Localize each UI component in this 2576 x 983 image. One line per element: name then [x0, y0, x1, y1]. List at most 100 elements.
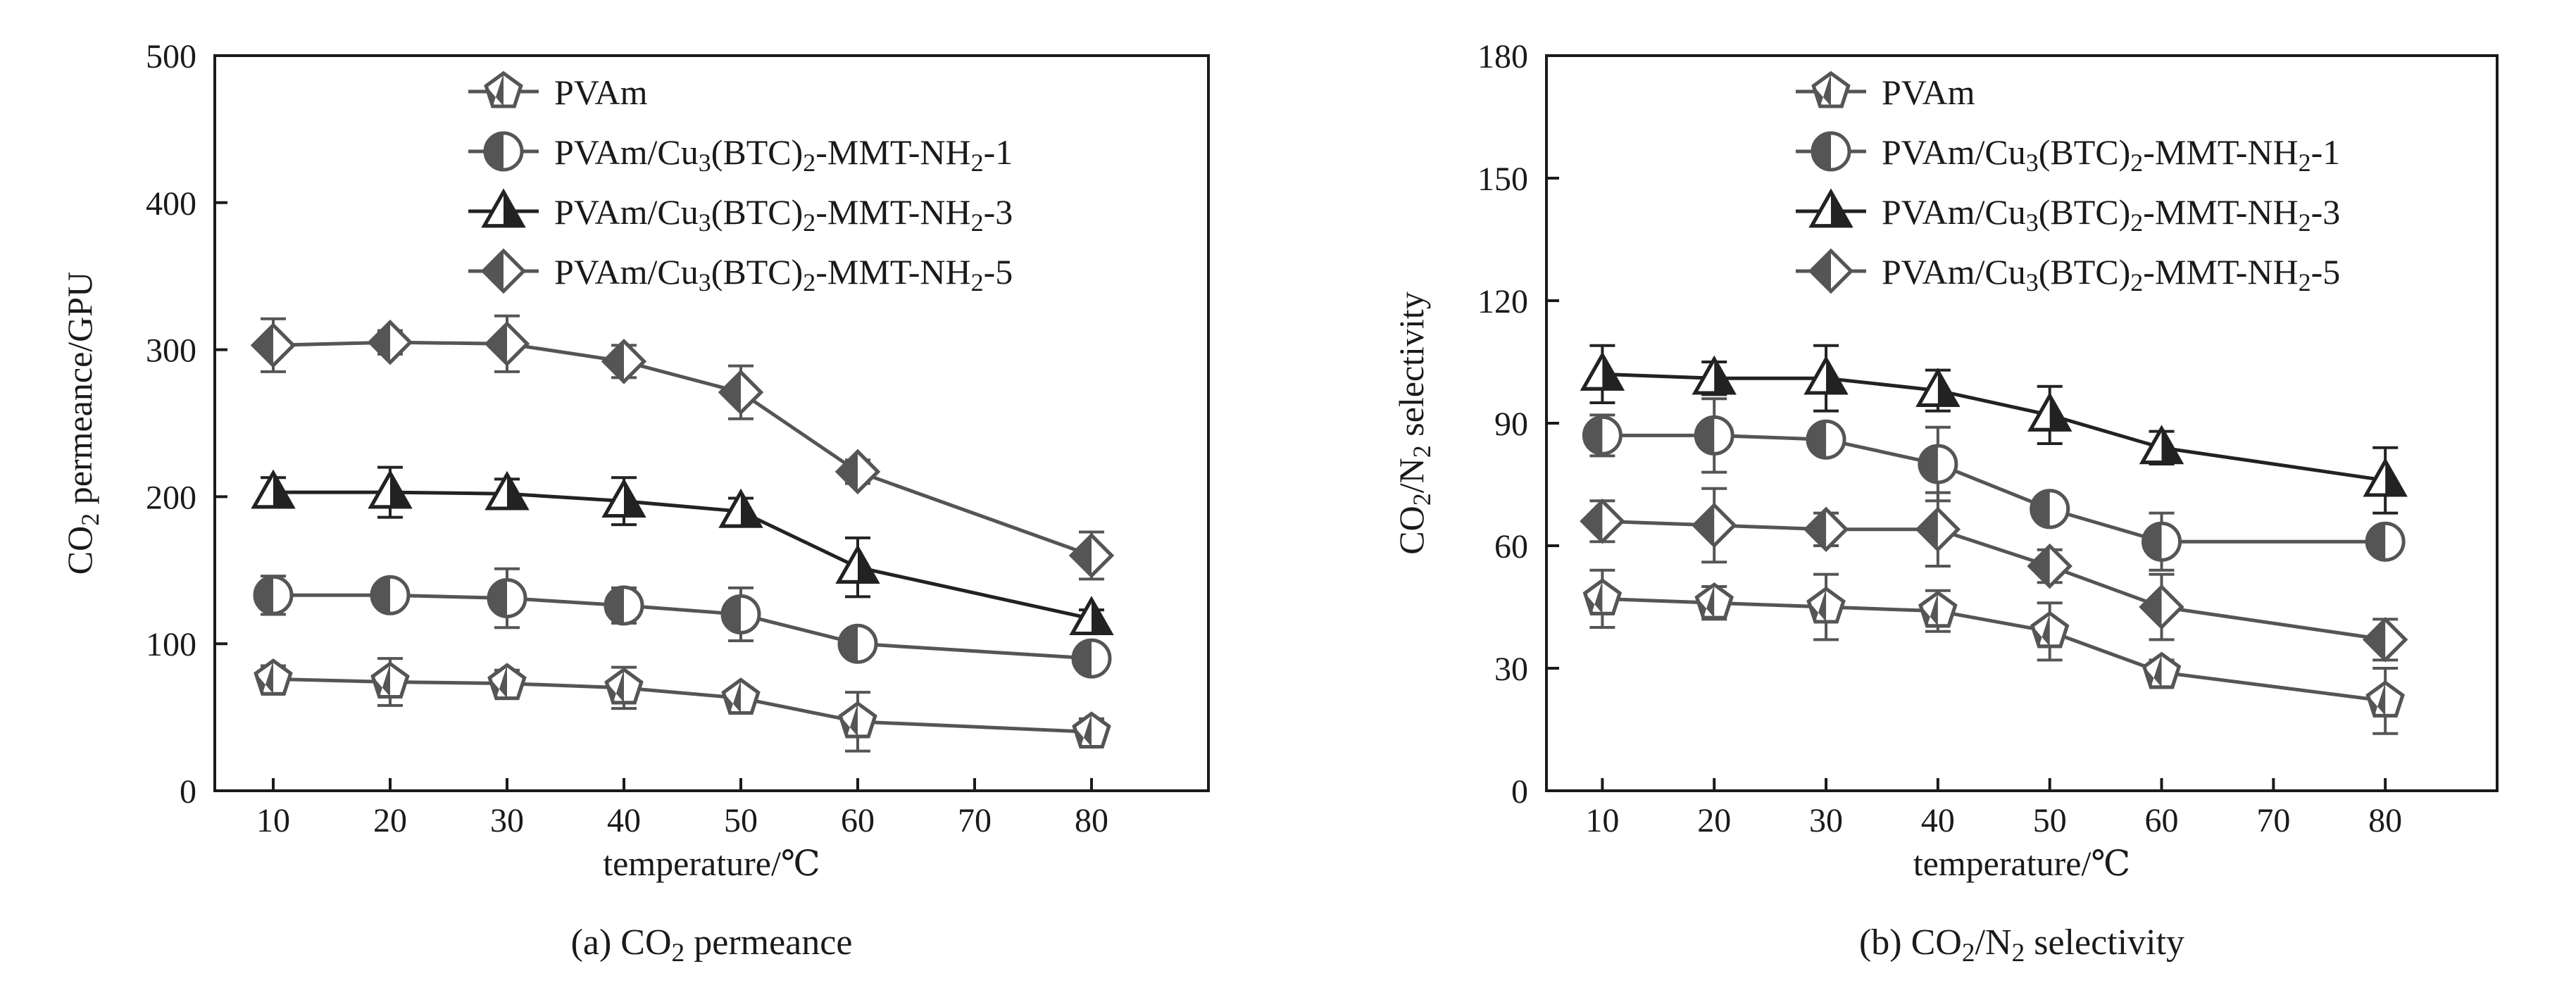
- data-point-outline: [250, 323, 296, 368]
- data-point-fill: [2365, 619, 2386, 660]
- legend-marker-outline: [480, 248, 527, 294]
- panel-caption-part: (b) CO: [1859, 922, 1962, 963]
- legend-label-part: PVAm/Cu: [554, 252, 699, 292]
- data-point-outline: [1580, 351, 1625, 391]
- data-point-outline: [2027, 543, 2072, 589]
- data-point-fill: [1584, 417, 1603, 454]
- y-axis-label-group: CO2/N2 selectivity: [1392, 292, 1436, 554]
- y-tick-label: 150: [1477, 161, 1528, 198]
- legend-entry-0: PVAm: [1796, 70, 1975, 112]
- panel-caption-part: (a) CO: [571, 922, 672, 963]
- panel-caption: (b) CO2/N2 selectivity: [1859, 922, 2184, 968]
- data-point-fill: [253, 325, 273, 365]
- data-point-fill: [839, 625, 858, 663]
- data-point-outline: [1915, 368, 1961, 407]
- y-tick-label: 120: [1477, 283, 1528, 320]
- data-point-fill: [489, 580, 507, 617]
- x-tick-label: 30: [490, 802, 524, 839]
- y-tick-label: 0: [1511, 773, 1528, 810]
- legend-label-part: -MMT-NH: [815, 192, 970, 232]
- x-tick-label: 20: [373, 802, 407, 839]
- legend-marker-fill: [1813, 133, 1831, 170]
- legend-label: PVAm/Cu3(BTC)2-MMT-NH2-3: [1882, 192, 2340, 237]
- data-point-outline: [484, 321, 530, 367]
- x-tick-label: 10: [256, 802, 290, 839]
- legend-label-part: 3: [699, 149, 711, 177]
- y-axis-label-part: 2: [1408, 493, 1436, 506]
- y-axis-label-part: 2: [1408, 445, 1436, 458]
- y-tick-label: 0: [180, 773, 196, 810]
- legend-label-part: PVAm/Cu: [1882, 132, 2026, 172]
- panel-caption-part: /N: [1975, 922, 2012, 963]
- chart-panel-a: 10 20 30 40 50 60 70 80 0 100 200 300 400 500 temperat…: [60, 38, 1210, 968]
- data-point-outline: [718, 370, 764, 415]
- series-2: [251, 465, 1114, 636]
- x-tick-label: 40: [1921, 802, 1955, 839]
- data-point-outline: [254, 658, 293, 696]
- legend-label-part: PVAm/Cu: [1882, 252, 2026, 292]
- data-point-fill: [372, 577, 390, 614]
- legend-entry-3: PVAm/Cu3(BTC)2-MMT-NH2-5: [1796, 248, 2340, 296]
- data-point-fill: [2367, 523, 2386, 561]
- x-tick-label: 40: [607, 802, 641, 839]
- legend-label-part: (BTC): [2039, 132, 2131, 172]
- data-point-outline: [838, 701, 877, 739]
- data-point-fill: [370, 322, 390, 363]
- y-axis-label-part: /N: [1392, 458, 1431, 493]
- x-axis-label: temperature/℃: [1913, 844, 2131, 883]
- data-point-fill: [2143, 523, 2162, 561]
- legend-label-part: -MMT-NH: [2143, 132, 2298, 172]
- y-axis-label-part: 2: [76, 513, 104, 526]
- legend-label-part: 2: [803, 149, 815, 177]
- data-point-outline: [2363, 457, 2408, 497]
- data-point-fill: [1071, 535, 1092, 576]
- legend-label-part: 2: [2299, 268, 2311, 296]
- data-point-outline: [601, 478, 646, 518]
- data-point-outline: [2027, 392, 2072, 432]
- legend-label-part: (BTC): [711, 132, 804, 172]
- data-point-fill: [2141, 587, 2162, 627]
- legend-label-part: (BTC): [2039, 192, 2131, 232]
- legend-label-part: 2: [971, 268, 984, 296]
- x-tick-label: 70: [958, 802, 992, 839]
- data-point-outline: [1918, 590, 1958, 628]
- y-axis-label-part: selectivity: [1392, 292, 1431, 445]
- data-point-fill: [255, 577, 273, 614]
- data-point-outline: [835, 544, 880, 584]
- y-tick-label: 100: [146, 626, 196, 663]
- y-tick-label: 30: [1494, 651, 1528, 688]
- legend-label-part: 2: [803, 208, 815, 237]
- data-point-outline: [1580, 499, 1625, 544]
- data-point-fill: [1919, 446, 1938, 482]
- data-point-outline: [2139, 425, 2184, 465]
- data-point-outline: [1803, 506, 1849, 552]
- legend-label: PVAm/Cu3(BTC)2-MMT-NH2-1: [554, 132, 1013, 177]
- data-point-fill: [1073, 640, 1092, 677]
- panel-caption-part: 2: [2012, 939, 2025, 968]
- legend-label-part: 2: [2299, 208, 2311, 237]
- legend-label-part: -1: [984, 132, 1013, 172]
- data-point-fill: [606, 587, 624, 624]
- panel-caption-part: 2: [672, 939, 685, 968]
- legend-label: PVAm/Cu3(BTC)2-MMT-NH2-3: [554, 192, 1013, 237]
- x-tick-label: 60: [2145, 802, 2179, 839]
- data-point-outline: [484, 470, 530, 511]
- data-point-outline: [2363, 617, 2408, 663]
- data-point-outline: [721, 677, 761, 715]
- data-point-fill: [1808, 421, 1827, 458]
- series-line: [273, 340, 1092, 558]
- x-axis-label: temperature/℃: [603, 844, 820, 883]
- legend-label-part: PVAm: [554, 73, 648, 112]
- legend-label-part: 2: [971, 208, 984, 237]
- legend-label-part: (BTC): [711, 252, 804, 292]
- legend-label-part: -MMT-NH: [815, 132, 970, 172]
- legend-entry-2: PVAm/Cu3(BTC)2-MMT-NH2-3: [1796, 188, 2340, 237]
- series-1: [1582, 397, 2406, 572]
- x-tick-label: 50: [2033, 802, 2067, 839]
- data-point-outline: [604, 667, 644, 705]
- legend-label-part: 3: [699, 268, 711, 296]
- series-2: [1580, 344, 2408, 515]
- legend-marker-fill: [1811, 251, 1831, 292]
- y-tick-label: 60: [1494, 528, 1528, 565]
- data-point-outline: [1068, 532, 1115, 579]
